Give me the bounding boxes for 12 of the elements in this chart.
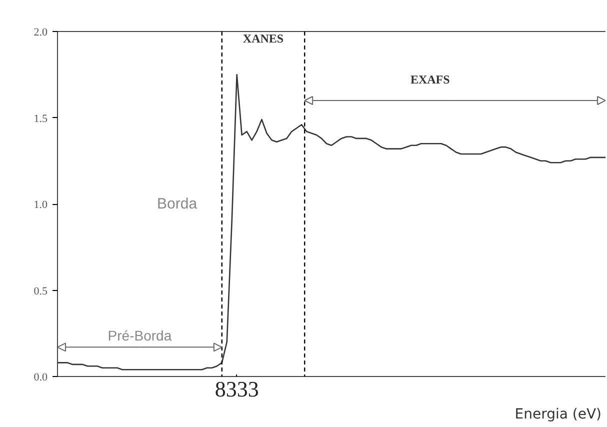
line-series: [58, 74, 606, 370]
x-axis-title: Energia (eV): [514, 406, 602, 422]
y-tick-label: 0.0: [34, 372, 48, 384]
y-tick-label: 2.0: [34, 26, 48, 38]
annotation: Pré-Borda: [108, 328, 172, 344]
y-tick-label: 0.5: [34, 285, 48, 298]
x-tick-label: 8333: [214, 376, 259, 402]
annotation: EXAFS: [410, 72, 450, 87]
y-tick-label: 1.0: [34, 199, 48, 211]
y-tick-label: 1.5: [34, 112, 48, 125]
annotation: XANES: [242, 31, 284, 46]
annotation: Borda: [157, 196, 198, 213]
